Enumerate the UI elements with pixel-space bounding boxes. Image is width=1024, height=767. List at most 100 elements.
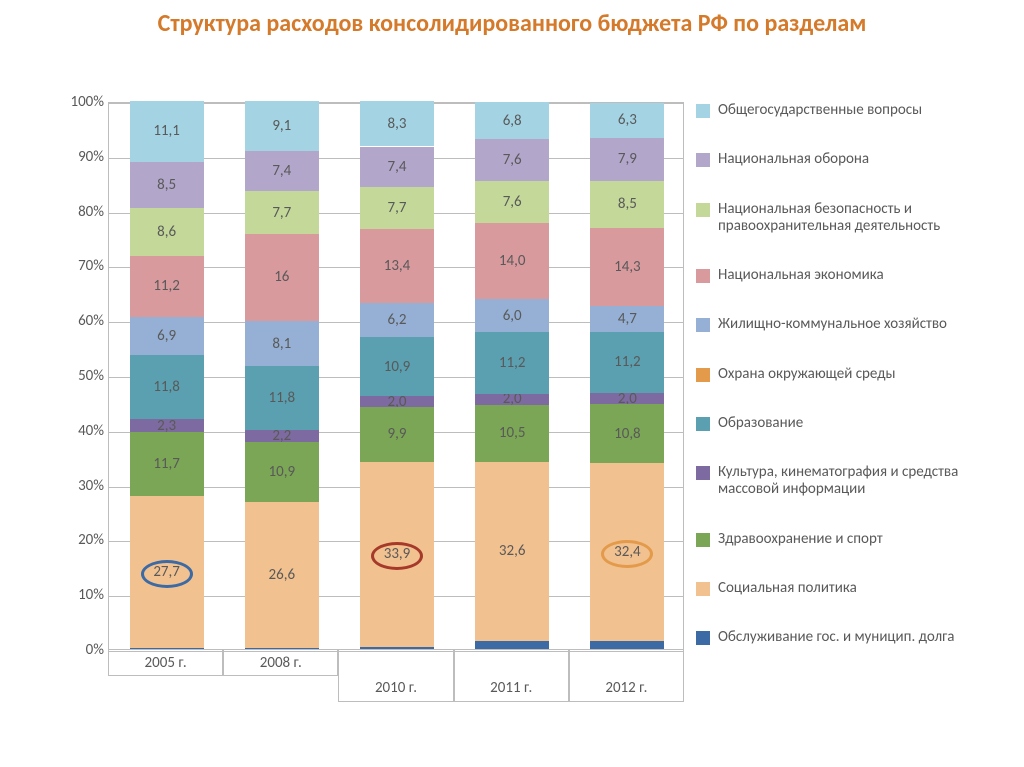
legend-swatch (696, 203, 710, 217)
x-tick-label: 2008 г. (223, 650, 338, 676)
bar-segment-debt (590, 641, 664, 649)
segment-label: 7,4 (388, 158, 407, 176)
segment-label: 7,6 (503, 151, 522, 169)
x-tick-label: 2011 г. (454, 650, 569, 702)
segment-label: 14,3 (614, 258, 641, 276)
y-tick-label: 20% (54, 531, 104, 549)
legend-label: Национальная безопасность и правоохранит… (718, 201, 996, 236)
bar-segment-social: 32,6 (475, 462, 549, 641)
bar-segment-health: 9,9 (360, 407, 434, 461)
legend-label: Общегосударственные вопросы (718, 102, 922, 119)
y-tick-label: 60% (54, 312, 104, 330)
segment-label: 8,5 (618, 195, 637, 213)
legend-label: Национальная оборона (718, 151, 869, 168)
bar-segment-debt (475, 641, 549, 649)
x-tick-label: 2005 г. (108, 650, 223, 676)
segment-label: 10,8 (614, 425, 641, 443)
y-tick-label: 50% (54, 367, 104, 385)
legend-item-general: Общегосударственные вопросы (696, 102, 996, 119)
legend-swatch (696, 104, 710, 118)
bar-segment-housing: 6,0 (475, 299, 549, 332)
segment-label: 11,7 (153, 455, 180, 473)
bar-segment-debt (130, 648, 204, 649)
legend-swatch (696, 153, 710, 167)
legend-item-education: Образование (696, 415, 996, 432)
segment-label: 32,4 (614, 543, 641, 561)
segment-label: 7,4 (272, 162, 291, 180)
bar-segment-culture: 2,0 (360, 396, 434, 407)
segment-label: 6,0 (503, 307, 522, 325)
legend-item-social: Социальная политика (696, 580, 996, 597)
legend-item-environment: Охрана окружающей среды (696, 366, 996, 383)
segment-label: 9,1 (272, 117, 291, 135)
bar-segment-health: 10,5 (475, 405, 549, 463)
segment-label: 2,0 (618, 393, 637, 404)
legend-item-housing: Жилищно-коммунальное хозяйство (696, 316, 996, 333)
x-axis: 2005 г.2008 г.2010 г.2011 г.2012 г. (108, 650, 684, 720)
segment-label: 14,0 (499, 252, 526, 270)
segment-label: 10,9 (384, 358, 411, 376)
segment-label: 11,8 (269, 389, 296, 407)
y-tick-label: 100% (54, 93, 104, 111)
bar-segment-economy: 14,0 (475, 223, 549, 300)
bar-segment-security: 7,7 (360, 187, 434, 229)
segment-label: 6,2 (388, 311, 407, 329)
y-tick-label: 70% (54, 257, 104, 275)
bar-segment-defense: 7,9 (590, 138, 664, 181)
bar-segment-general: 11,1 (130, 101, 204, 162)
segment-label: 2,2 (272, 430, 291, 442)
segment-label: 8,6 (157, 223, 176, 241)
legend-item-health: Здравоохранение и спорт (696, 531, 996, 548)
legend-swatch (696, 417, 710, 431)
bar-segment-culture: 2,0 (590, 393, 664, 404)
bar-segment-security: 8,5 (590, 181, 664, 228)
bar-segment-security: 7,6 (475, 181, 549, 223)
bar-segment-social: 33,9 (360, 462, 434, 648)
bar-segment-general: 8,3 (360, 101, 434, 146)
bar-segment-debt (245, 648, 319, 649)
segment-label: 2,0 (388, 396, 407, 407)
segment-label: 8,5 (157, 176, 176, 194)
segment-label: 16 (274, 268, 289, 286)
bar-segment-housing: 6,2 (360, 303, 434, 337)
legend-label: Здравоохранение и спорт (718, 531, 883, 548)
y-tick-label: 80% (54, 203, 104, 221)
segment-label: 32,6 (499, 542, 526, 560)
segment-label: 7,6 (503, 193, 522, 211)
bar-segment-housing: 4,7 (590, 306, 664, 332)
bar-segment-culture: 2,0 (475, 394, 549, 405)
legend-label: Национальная экономика (718, 267, 884, 284)
y-tick-label: 90% (54, 148, 104, 166)
bar: 27,711,72,311,86,911,28,68,511,1 (130, 103, 204, 649)
segment-label: 13,4 (384, 257, 411, 275)
segment-label: 4,7 (618, 310, 637, 328)
legend-label: Культура, кинематография и средства масс… (718, 464, 996, 499)
bar-segment-security: 7,7 (245, 191, 319, 233)
bar-segment-defense: 7,6 (475, 139, 549, 181)
segment-label: 11,8 (153, 378, 180, 396)
bar-segment-education: 11,8 (245, 366, 319, 431)
segment-label: 6,9 (157, 327, 176, 345)
bar: 26,610,92,211,88,1167,77,49,1 (245, 103, 319, 649)
segment-label: 6,3 (618, 111, 637, 129)
segment-label: 27,7 (153, 563, 180, 581)
x-tick-label: 2010 г. (338, 650, 453, 702)
legend-swatch (696, 368, 710, 382)
legend-swatch (696, 466, 710, 480)
bar: 32,610,52,011,26,014,07,67,66,8 (475, 103, 549, 649)
segment-label: 11,2 (499, 354, 526, 372)
segment-label: 9,9 (388, 425, 407, 443)
legend-label: Обслуживание гос. и муницип. долга (718, 629, 954, 646)
bar-segment-social: 27,7 (130, 496, 204, 648)
segment-label: 7,7 (272, 204, 291, 222)
legend-item-security: Национальная безопасность и правоохранит… (696, 201, 996, 236)
segment-label: 7,7 (388, 199, 407, 217)
bar-segment-defense: 7,4 (245, 151, 319, 192)
bar-segment-culture: 2,3 (130, 419, 204, 432)
chart-container: 27,711,72,311,86,911,28,68,511,126,610,9… (48, 96, 978, 736)
bar-segment-health: 10,9 (245, 442, 319, 502)
bar-segment-health: 10,8 (590, 404, 664, 463)
bar-segment-debt (360, 647, 434, 649)
legend-item-culture: Культура, кинематография и средства масс… (696, 464, 996, 499)
segment-label: 2,0 (503, 394, 522, 405)
